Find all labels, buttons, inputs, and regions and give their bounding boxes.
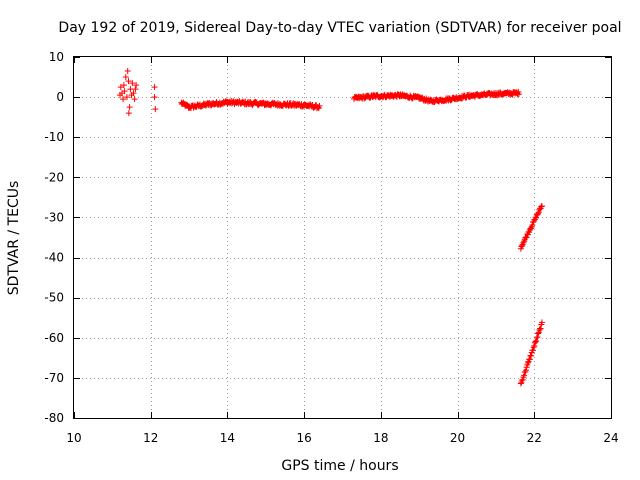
data-point bbox=[126, 104, 133, 111]
data-point bbox=[538, 203, 545, 210]
plot-frame bbox=[73, 56, 612, 419]
y-tick-label: 0 bbox=[56, 90, 64, 104]
y-tick-labels: 10 0 -10 -20 -30 -40 -50 -60 -70 -80 bbox=[44, 50, 64, 425]
data-point bbox=[521, 372, 528, 379]
data-point bbox=[530, 344, 537, 351]
data-point bbox=[519, 242, 526, 249]
data-point bbox=[120, 96, 127, 103]
data-point bbox=[528, 352, 535, 359]
data-point bbox=[125, 78, 132, 85]
series-diagonal-upper bbox=[517, 203, 545, 252]
data-points bbox=[117, 68, 545, 387]
y-tick-label: -10 bbox=[44, 130, 64, 144]
data-point bbox=[534, 334, 541, 341]
data-point bbox=[125, 110, 132, 117]
data-point bbox=[151, 84, 158, 91]
data-point bbox=[522, 234, 529, 241]
data-point bbox=[523, 234, 530, 241]
data-point bbox=[133, 82, 140, 89]
data-point bbox=[519, 376, 526, 383]
data-point bbox=[129, 80, 136, 87]
x-tick-label: 16 bbox=[297, 431, 312, 445]
series-diagonal-lower bbox=[517, 319, 545, 387]
data-point bbox=[533, 214, 540, 221]
series-scattered-early bbox=[117, 68, 159, 117]
data-point bbox=[120, 82, 127, 89]
data-point bbox=[123, 94, 130, 101]
y-tick-label: -20 bbox=[44, 170, 64, 184]
chart-title: Day 192 of 2019, Sidereal Day-to-day VTE… bbox=[58, 20, 621, 36]
x-tick-label: 20 bbox=[450, 431, 465, 445]
y-axis-label: SDTVAR / TECUs bbox=[6, 181, 22, 296]
data-point bbox=[121, 88, 128, 95]
x-tick-label: 22 bbox=[527, 431, 542, 445]
x-tick-labels: 10 12 14 16 18 20 22 24 bbox=[66, 431, 618, 445]
data-point bbox=[538, 319, 545, 326]
x-tick-label: 10 bbox=[66, 431, 81, 445]
y-tick-label: -60 bbox=[44, 331, 64, 345]
data-point bbox=[132, 86, 139, 93]
data-point bbox=[517, 380, 524, 387]
data-point bbox=[526, 356, 533, 363]
x-tick-label: 12 bbox=[143, 431, 158, 445]
y-tick-label: -40 bbox=[44, 251, 64, 265]
axis-ticks bbox=[74, 57, 612, 419]
data-point bbox=[122, 74, 129, 81]
data-point bbox=[316, 102, 323, 109]
data-point bbox=[124, 68, 131, 75]
x-tick-label: 14 bbox=[220, 431, 235, 445]
y-tick-label: -30 bbox=[44, 210, 64, 224]
data-point bbox=[531, 342, 538, 349]
data-point bbox=[530, 347, 537, 354]
data-point bbox=[528, 225, 535, 232]
grid-lines bbox=[74, 57, 611, 418]
data-point bbox=[535, 210, 542, 217]
y-tick-label: -50 bbox=[44, 291, 64, 305]
data-point bbox=[131, 96, 138, 103]
data-point bbox=[537, 325, 544, 332]
data-point bbox=[529, 221, 536, 228]
x-axis-label: GPS time / hours bbox=[281, 458, 398, 474]
y-tick-label: -70 bbox=[44, 371, 64, 385]
data-point bbox=[117, 84, 124, 91]
data-point bbox=[533, 337, 540, 344]
data-point bbox=[151, 94, 158, 101]
data-point bbox=[524, 231, 531, 238]
data-point bbox=[152, 106, 159, 113]
data-point bbox=[130, 90, 137, 97]
y-tick-label: 10 bbox=[49, 50, 64, 64]
data-point bbox=[535, 330, 542, 337]
series-band-b bbox=[351, 88, 522, 106]
y-tick-label: -80 bbox=[44, 411, 64, 425]
data-point bbox=[522, 367, 529, 374]
data-point bbox=[532, 338, 539, 345]
data-point bbox=[515, 91, 522, 98]
x-tick-label: 24 bbox=[603, 431, 618, 445]
series-band-a bbox=[178, 98, 323, 112]
data-point bbox=[524, 359, 531, 366]
x-tick-label: 18 bbox=[373, 431, 388, 445]
